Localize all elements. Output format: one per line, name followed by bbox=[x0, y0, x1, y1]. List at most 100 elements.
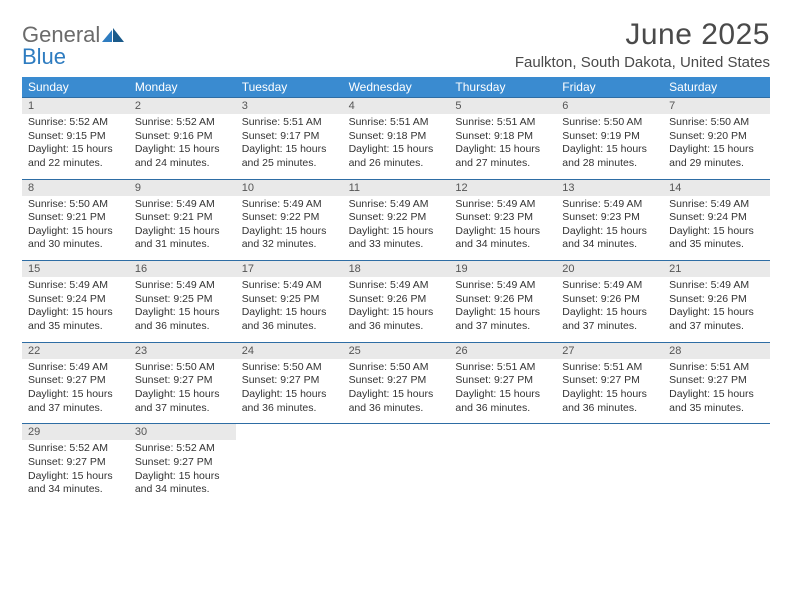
daylight-line: Daylight: 15 hours and 27 minutes. bbox=[455, 143, 550, 170]
header: General Blue June 2025 Faulkton, South D… bbox=[22, 18, 770, 71]
title-block: June 2025 Faulkton, South Dakota, United… bbox=[515, 18, 770, 71]
sail-icon bbox=[102, 24, 124, 46]
location: Faulkton, South Dakota, United States bbox=[515, 54, 770, 71]
daynum-row: 1234567 bbox=[22, 97, 770, 114]
day-cell: Sunrise: 5:49 AMSunset: 9:21 PMDaylight:… bbox=[129, 196, 236, 261]
day-number: 12 bbox=[449, 180, 556, 196]
dow-tuesday: Tuesday bbox=[236, 77, 343, 97]
body-row: Sunrise: 5:49 AMSunset: 9:24 PMDaylight:… bbox=[22, 277, 770, 342]
day-number: 11 bbox=[343, 180, 450, 196]
day-number bbox=[449, 424, 556, 440]
day-cell: Sunrise: 5:49 AMSunset: 9:25 PMDaylight:… bbox=[236, 277, 343, 342]
daylight-line: Daylight: 15 hours and 35 minutes. bbox=[669, 225, 764, 252]
dow-friday: Friday bbox=[556, 77, 663, 97]
daylight-line: Daylight: 15 hours and 36 minutes. bbox=[562, 388, 657, 415]
sunset-line: Sunset: 9:16 PM bbox=[135, 130, 230, 144]
daylight-line: Daylight: 15 hours and 34 minutes. bbox=[28, 470, 123, 497]
sunset-line: Sunset: 9:21 PM bbox=[28, 211, 123, 225]
sunset-line: Sunset: 9:24 PM bbox=[669, 211, 764, 225]
day-number: 14 bbox=[663, 180, 770, 196]
day-cell bbox=[236, 440, 343, 505]
sunset-line: Sunset: 9:27 PM bbox=[28, 456, 123, 470]
sunset-line: Sunset: 9:27 PM bbox=[669, 374, 764, 388]
daylight-line: Daylight: 15 hours and 36 minutes. bbox=[349, 306, 444, 333]
day-number: 9 bbox=[129, 180, 236, 196]
sunset-line: Sunset: 9:26 PM bbox=[349, 293, 444, 307]
sunset-line: Sunset: 9:27 PM bbox=[349, 374, 444, 388]
calendar: Sunday Monday Tuesday Wednesday Thursday… bbox=[22, 77, 770, 505]
body-row: Sunrise: 5:50 AMSunset: 9:21 PMDaylight:… bbox=[22, 196, 770, 261]
sunrise-line: Sunrise: 5:51 AM bbox=[349, 116, 444, 130]
day-cell: Sunrise: 5:49 AMSunset: 9:26 PMDaylight:… bbox=[556, 277, 663, 342]
logo-word2: Blue bbox=[22, 44, 66, 69]
day-cell bbox=[663, 440, 770, 505]
daylight-line: Daylight: 15 hours and 37 minutes. bbox=[28, 388, 123, 415]
sunrise-line: Sunrise: 5:49 AM bbox=[135, 198, 230, 212]
day-number: 15 bbox=[22, 261, 129, 277]
day-number: 16 bbox=[129, 261, 236, 277]
day-number bbox=[663, 424, 770, 440]
daylight-line: Daylight: 15 hours and 36 minutes. bbox=[349, 388, 444, 415]
sunrise-line: Sunrise: 5:52 AM bbox=[28, 116, 123, 130]
sunrise-line: Sunrise: 5:49 AM bbox=[349, 198, 444, 212]
day-number bbox=[236, 424, 343, 440]
sunset-line: Sunset: 9:19 PM bbox=[562, 130, 657, 144]
sunset-line: Sunset: 9:27 PM bbox=[135, 374, 230, 388]
weeks-container: 1234567Sunrise: 5:52 AMSunset: 9:15 PMDa… bbox=[22, 97, 770, 505]
sunrise-line: Sunrise: 5:50 AM bbox=[669, 116, 764, 130]
sunrise-line: Sunrise: 5:49 AM bbox=[669, 279, 764, 293]
day-number: 19 bbox=[449, 261, 556, 277]
day-number: 26 bbox=[449, 343, 556, 359]
day-number: 7 bbox=[663, 98, 770, 114]
logo-text: General Blue bbox=[22, 22, 124, 68]
day-cell: Sunrise: 5:49 AMSunset: 9:23 PMDaylight:… bbox=[449, 196, 556, 261]
day-number: 8 bbox=[22, 180, 129, 196]
day-cell: Sunrise: 5:50 AMSunset: 9:19 PMDaylight:… bbox=[556, 114, 663, 179]
day-cell: Sunrise: 5:51 AMSunset: 9:17 PMDaylight:… bbox=[236, 114, 343, 179]
dow-monday: Monday bbox=[129, 77, 236, 97]
body-row: Sunrise: 5:49 AMSunset: 9:27 PMDaylight:… bbox=[22, 359, 770, 424]
day-number: 25 bbox=[343, 343, 450, 359]
sunset-line: Sunset: 9:26 PM bbox=[562, 293, 657, 307]
day-cell bbox=[556, 440, 663, 505]
sunset-line: Sunset: 9:27 PM bbox=[455, 374, 550, 388]
sunset-line: Sunset: 9:26 PM bbox=[455, 293, 550, 307]
day-cell: Sunrise: 5:49 AMSunset: 9:22 PMDaylight:… bbox=[343, 196, 450, 261]
daylight-line: Daylight: 15 hours and 35 minutes. bbox=[669, 388, 764, 415]
sunset-line: Sunset: 9:26 PM bbox=[669, 293, 764, 307]
day-cell: Sunrise: 5:52 AMSunset: 9:16 PMDaylight:… bbox=[129, 114, 236, 179]
day-number: 24 bbox=[236, 343, 343, 359]
sunrise-line: Sunrise: 5:49 AM bbox=[349, 279, 444, 293]
sunrise-line: Sunrise: 5:51 AM bbox=[669, 361, 764, 375]
sunrise-line: Sunrise: 5:49 AM bbox=[242, 279, 337, 293]
sunset-line: Sunset: 9:23 PM bbox=[562, 211, 657, 225]
day-cell: Sunrise: 5:50 AMSunset: 9:21 PMDaylight:… bbox=[22, 196, 129, 261]
day-cell: Sunrise: 5:49 AMSunset: 9:24 PMDaylight:… bbox=[663, 196, 770, 261]
sunrise-line: Sunrise: 5:50 AM bbox=[562, 116, 657, 130]
day-number: 2 bbox=[129, 98, 236, 114]
daylight-line: Daylight: 15 hours and 26 minutes. bbox=[349, 143, 444, 170]
body-row: Sunrise: 5:52 AMSunset: 9:27 PMDaylight:… bbox=[22, 440, 770, 505]
day-cell bbox=[343, 440, 450, 505]
sunset-line: Sunset: 9:27 PM bbox=[242, 374, 337, 388]
day-cell: Sunrise: 5:49 AMSunset: 9:26 PMDaylight:… bbox=[449, 277, 556, 342]
daylight-line: Daylight: 15 hours and 36 minutes. bbox=[242, 388, 337, 415]
day-cell: Sunrise: 5:50 AMSunset: 9:27 PMDaylight:… bbox=[236, 359, 343, 424]
day-cell: Sunrise: 5:52 AMSunset: 9:15 PMDaylight:… bbox=[22, 114, 129, 179]
daylight-line: Daylight: 15 hours and 35 minutes. bbox=[28, 306, 123, 333]
daylight-line: Daylight: 15 hours and 22 minutes. bbox=[28, 143, 123, 170]
sunrise-line: Sunrise: 5:49 AM bbox=[455, 198, 550, 212]
body-row: Sunrise: 5:52 AMSunset: 9:15 PMDaylight:… bbox=[22, 114, 770, 179]
daynum-row: 2930 bbox=[22, 423, 770, 440]
day-cell: Sunrise: 5:51 AMSunset: 9:27 PMDaylight:… bbox=[556, 359, 663, 424]
sunset-line: Sunset: 9:18 PM bbox=[455, 130, 550, 144]
daynum-row: 22232425262728 bbox=[22, 342, 770, 359]
daylight-line: Daylight: 15 hours and 34 minutes. bbox=[562, 225, 657, 252]
day-cell: Sunrise: 5:49 AMSunset: 9:22 PMDaylight:… bbox=[236, 196, 343, 261]
sunrise-line: Sunrise: 5:49 AM bbox=[562, 279, 657, 293]
dow-saturday: Saturday bbox=[663, 77, 770, 97]
day-cell: Sunrise: 5:50 AMSunset: 9:27 PMDaylight:… bbox=[129, 359, 236, 424]
sunset-line: Sunset: 9:27 PM bbox=[135, 456, 230, 470]
dow-row: Sunday Monday Tuesday Wednesday Thursday… bbox=[22, 77, 770, 97]
daylight-line: Daylight: 15 hours and 34 minutes. bbox=[455, 225, 550, 252]
